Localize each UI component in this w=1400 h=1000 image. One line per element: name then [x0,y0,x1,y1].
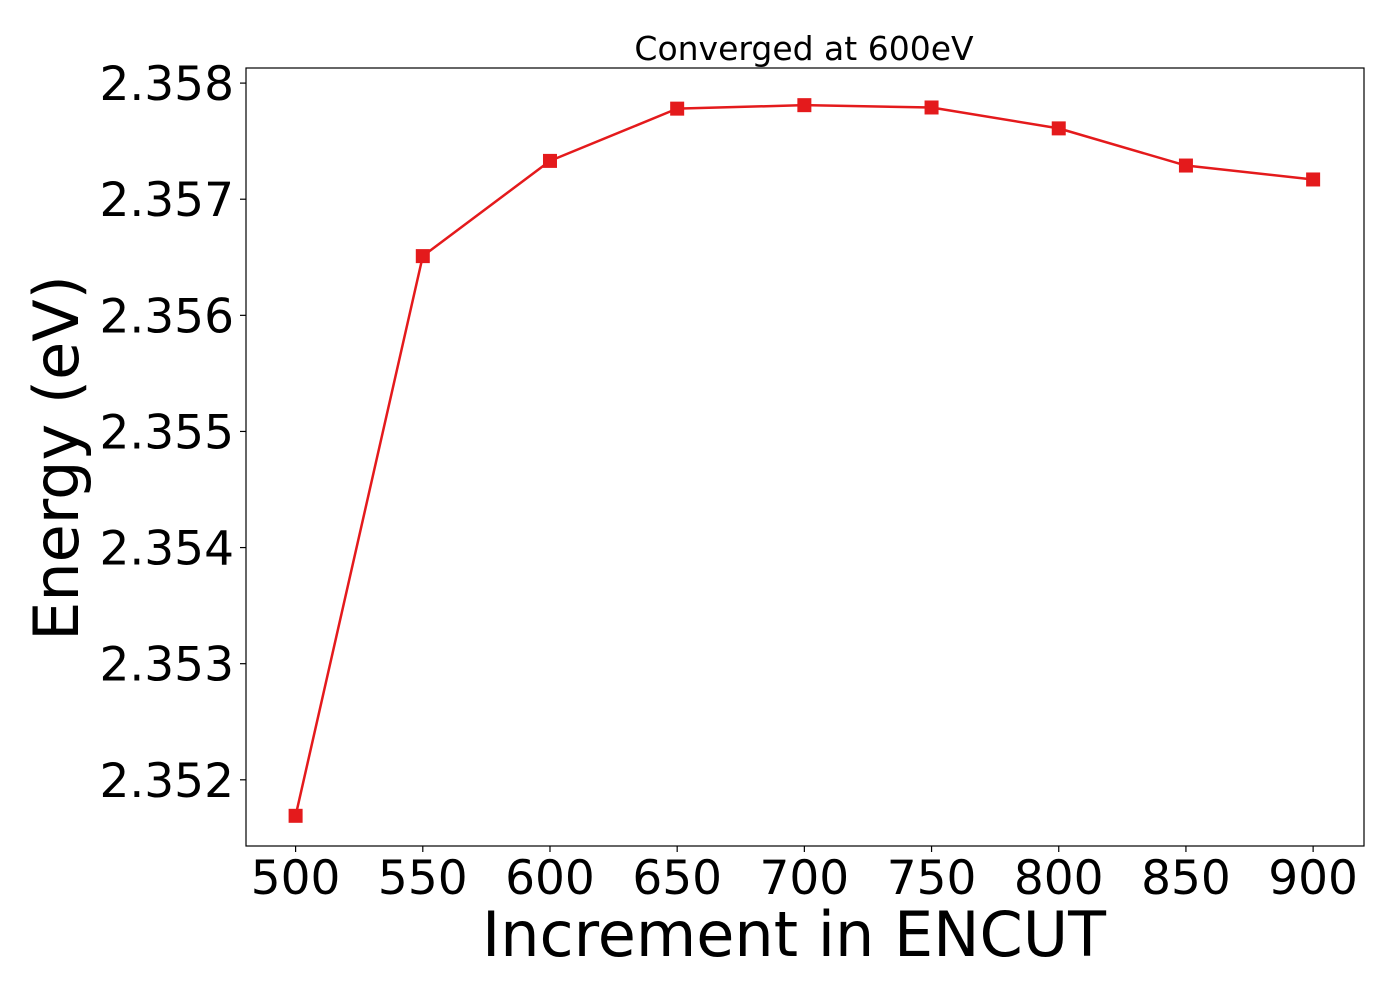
y-axis-ticks: 2.352 2.353 2.354 2.355 2.356 2.357 2.358 [99,57,246,809]
data-point-marker [924,100,939,115]
y-axis-title: Energy (eV) [20,275,93,641]
plot-area-frame [245,67,1365,847]
y-tick-label: 2.355 [99,405,234,460]
y-tick-label: 2.358 [99,57,234,112]
data-point-marker [542,153,557,168]
x-tick-label: 800 [1014,851,1104,906]
data-point-marker [1051,121,1066,136]
y-tick-label: 2.354 [99,522,234,577]
y-tick-label: 2.353 [99,638,234,693]
x-tick-label: 600 [505,851,595,906]
y-tick-label: 2.357 [99,173,234,228]
data-point-marker [415,249,430,264]
data-point-marker [670,101,685,116]
x-tick-label: 900 [1268,851,1358,906]
x-tick-label: 750 [887,851,977,906]
data-point-marker [288,808,303,823]
series-layer [288,98,1321,823]
x-tick-label: 650 [632,851,722,906]
data-point-marker [1306,172,1321,187]
x-tick-label: 700 [760,851,850,906]
x-axis-ticks: 500 550 600 650 700 750 800 850 900 [251,846,1358,906]
x-axis-title: Increment in ENCUT [482,898,1107,971]
y-tick-label: 2.356 [99,289,234,344]
data-point-marker [1178,158,1193,173]
data-point-marker [797,98,812,113]
x-tick-label: 550 [378,851,468,906]
chart-title: Converged at 600eV [634,29,974,68]
x-tick-label: 850 [1141,851,1231,906]
x-tick-label: 500 [251,851,341,906]
y-tick-label: 2.352 [99,754,234,809]
